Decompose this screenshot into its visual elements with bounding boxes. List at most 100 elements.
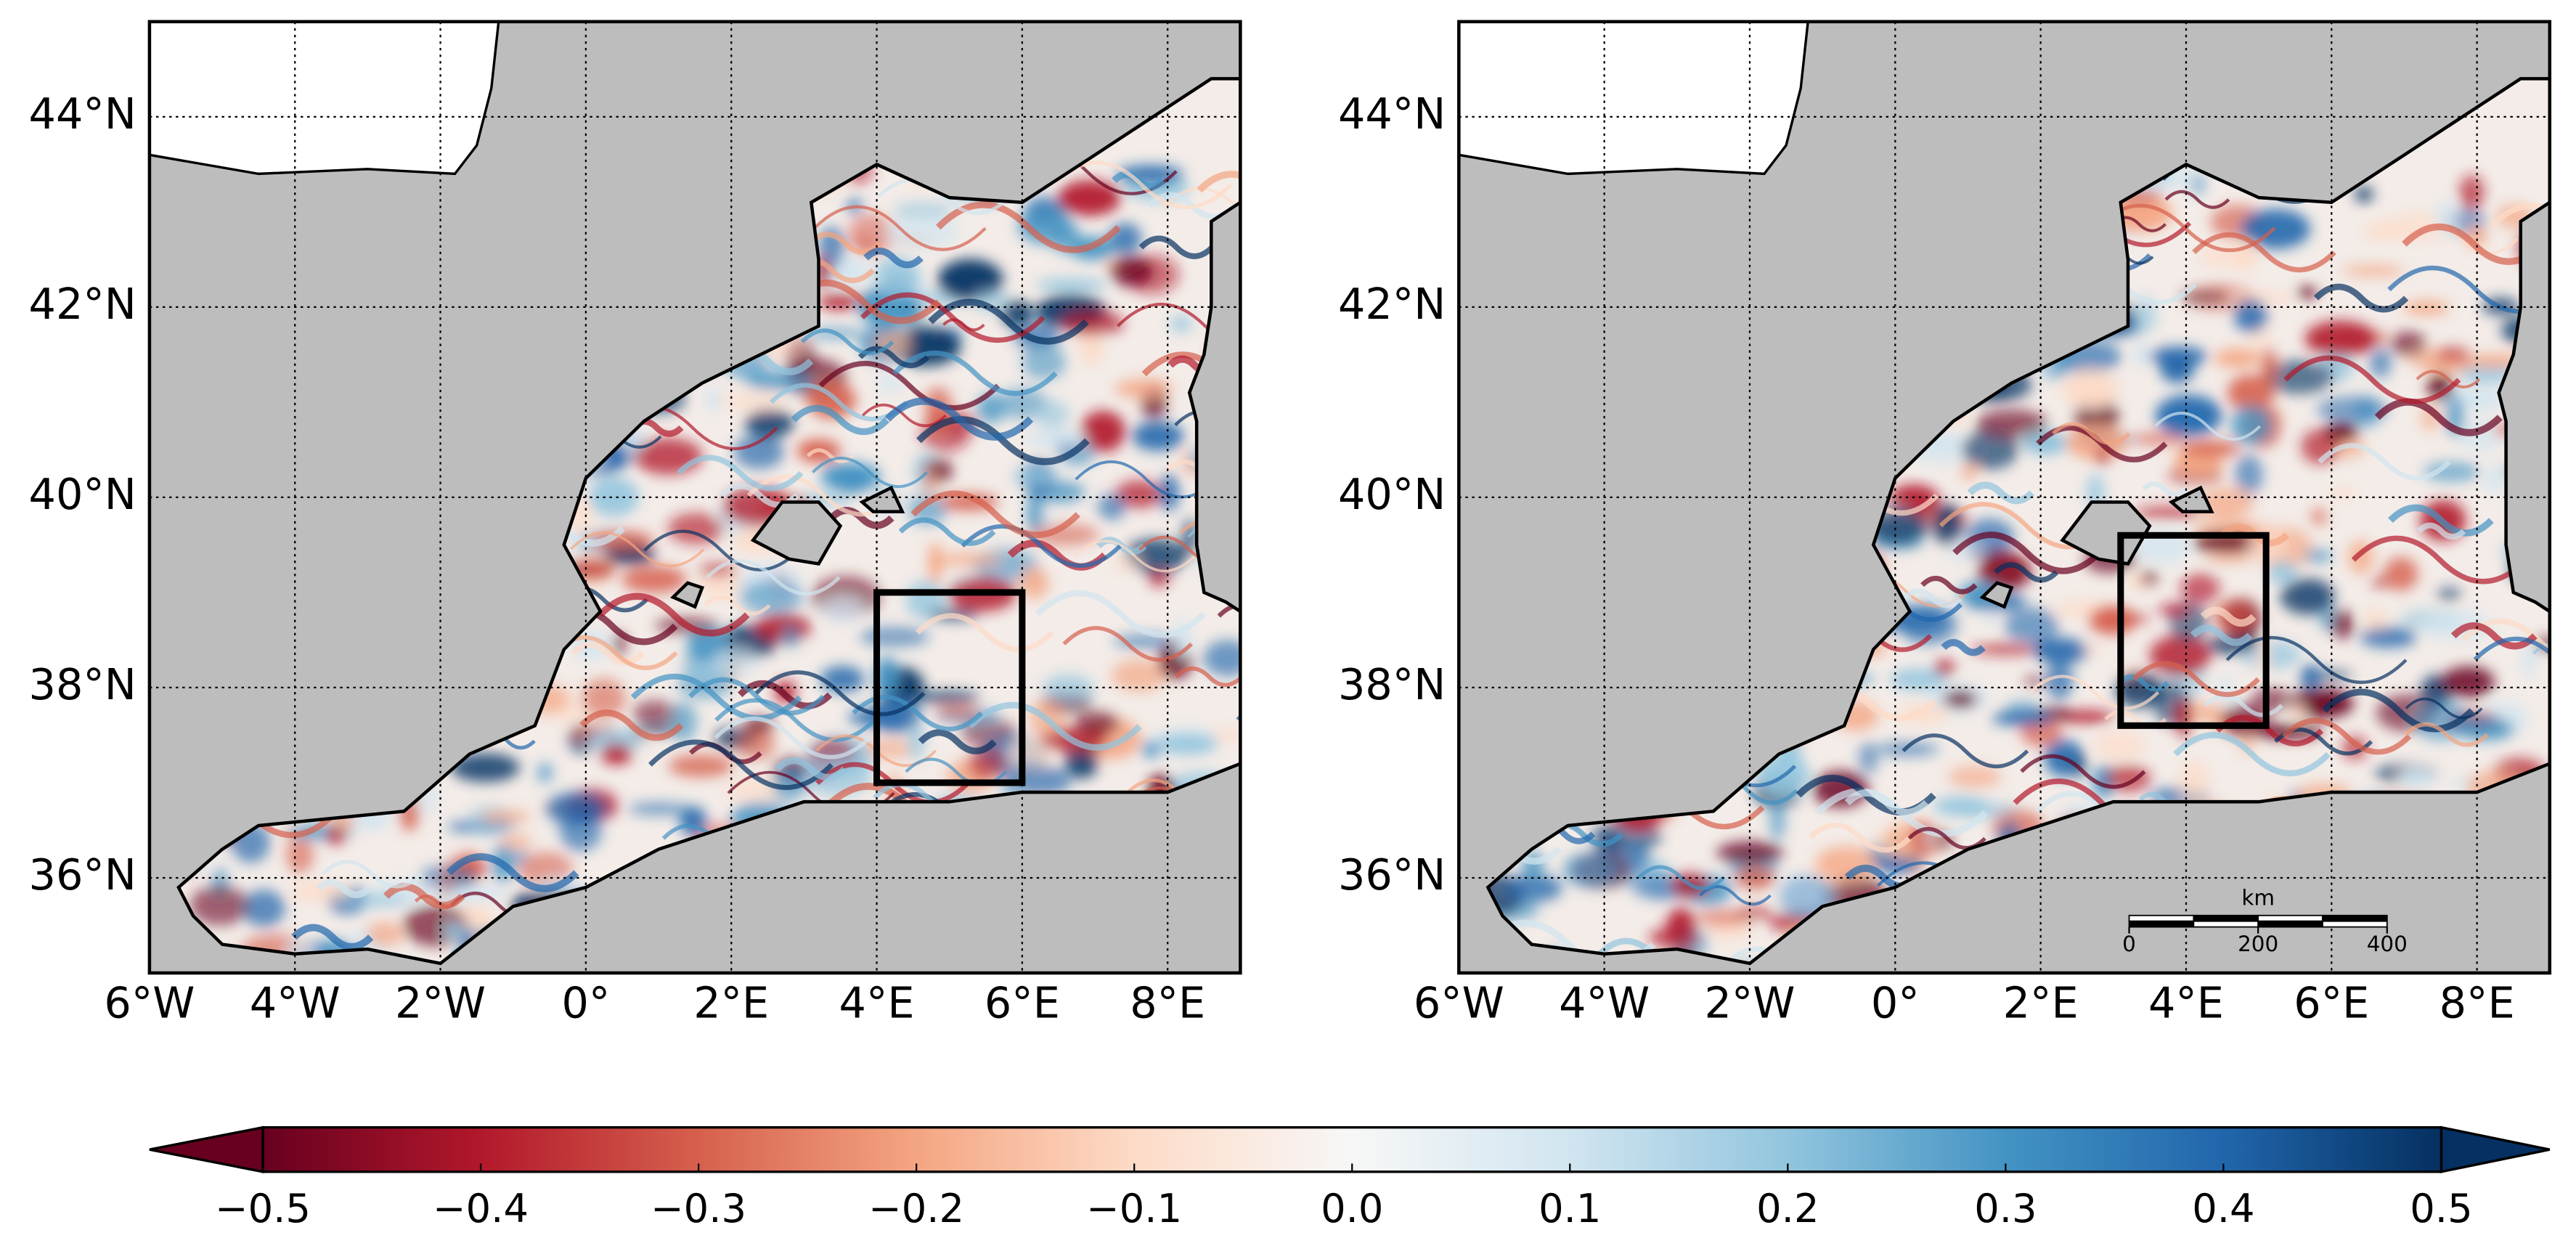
scale-label: 0: [2122, 932, 2136, 956]
eddy: [2483, 473, 2509, 494]
scale-segment: [2193, 920, 2259, 928]
filament: [791, 404, 889, 436]
filament: [1035, 590, 1206, 638]
eddy: [1114, 378, 1173, 399]
filament: [2416, 522, 2466, 540]
eddy: [855, 238, 875, 251]
filament: [1844, 789, 1930, 817]
filament: [863, 247, 924, 269]
filament: [1223, 900, 1241, 936]
x-tick-label: 6°W: [1414, 977, 1504, 1027]
filament: [1637, 865, 1726, 890]
eddy: [667, 513, 725, 545]
eddy: [2342, 265, 2405, 277]
x-tick-label: 8°E: [1130, 977, 1205, 1027]
eddy: [1170, 315, 1192, 333]
colorbar-tick-label: −0.3: [651, 1186, 746, 1231]
filament: [321, 860, 423, 889]
eddy: [2180, 440, 2241, 457]
eddy: [1976, 410, 2047, 439]
filament: [1138, 235, 1215, 259]
filament: [643, 529, 799, 571]
eddy: [1890, 668, 1947, 691]
eddy: [1159, 474, 1179, 511]
filament: [2489, 203, 2550, 249]
filament: [2225, 636, 2408, 684]
x-tick-label: 4°E: [839, 977, 915, 1027]
filament: [1197, 171, 1241, 210]
atlantic: [1459, 21, 1809, 176]
eddy: [1114, 480, 1164, 508]
eddy: [1562, 852, 1620, 888]
scale-segment: [2128, 920, 2195, 928]
y-tick-label: 42°N: [1338, 279, 1446, 329]
eddy: [977, 393, 1006, 424]
filament: [1236, 707, 1241, 732]
filament: [1902, 588, 1962, 608]
eddy: [2441, 666, 2495, 698]
eddy: [1971, 643, 2042, 655]
scale-bar: 0 200 400 km: [2122, 886, 2408, 956]
eddy: [2262, 347, 2277, 386]
filament: [892, 350, 1058, 396]
eddy: [285, 836, 314, 874]
eddy: [2004, 608, 2059, 644]
eddy: [923, 463, 937, 499]
eddy: [1943, 691, 1978, 708]
filament: [2473, 636, 2550, 683]
eddy: [2459, 174, 2485, 211]
eddy: [2301, 664, 2320, 691]
eddy: [2424, 462, 2480, 482]
eddy: [1111, 659, 1167, 692]
colorbar-tick-label: −0.5: [215, 1186, 311, 1231]
colorbar-tick-label: −0.1: [1086, 1186, 1182, 1231]
eddy: [916, 691, 979, 704]
filament: [754, 670, 926, 717]
eddy: [739, 580, 804, 615]
filament: [2117, 674, 2170, 692]
eddy: [2251, 687, 2291, 712]
eddy: [2398, 767, 2437, 788]
x-tick-label: 0°: [1871, 977, 1920, 1027]
eddy: [1203, 640, 1241, 677]
eddy: [1035, 278, 1106, 292]
eddy: [2132, 432, 2185, 445]
filament: [1724, 946, 1854, 964]
axes-frame: [147, 20, 1242, 975]
colorbar-extend-high: [2440, 1125, 2551, 1173]
filament: [813, 205, 987, 251]
eddy: [908, 493, 947, 526]
eddy: [1024, 431, 1088, 447]
eddy: [1022, 344, 1066, 380]
eddy: [877, 375, 904, 392]
x-tick-label: 4°W: [250, 977, 341, 1027]
x-tick-label: 6°E: [2294, 977, 2369, 1027]
eddy: [928, 542, 942, 584]
eddy: [1157, 733, 1218, 754]
filament: [2141, 481, 2188, 497]
x-tick-label: 2°W: [1704, 977, 1795, 1027]
filament: [2173, 732, 2331, 777]
filament: [688, 677, 826, 716]
eddy: [2304, 320, 2377, 357]
eddy: [1035, 399, 1069, 429]
eddy: [589, 531, 654, 550]
colorbar-tick-label: 0.5: [2410, 1186, 2472, 1231]
eddy: [2159, 604, 2191, 615]
filament: [1808, 822, 1912, 853]
filament: [2461, 618, 2550, 662]
eddy: [1816, 846, 1878, 881]
map-panel: 6°W 4°W 2°W 0° 2°E 4°E 6°E 8°E 36°N 38°N 40°N 42°N 4…: [1338, 20, 2552, 1027]
eddy: [2418, 360, 2472, 373]
eddy: [2436, 346, 2471, 363]
eddy: [1736, 905, 1774, 921]
eddy: [2263, 360, 2334, 394]
eddy: [1027, 524, 1099, 546]
atlantic: [149, 21, 500, 176]
eddy: [586, 730, 645, 750]
eddy: [1960, 464, 1977, 480]
filament: [2318, 443, 2451, 481]
eddy: [1769, 799, 1785, 841]
axes-frame: [1457, 20, 2552, 975]
